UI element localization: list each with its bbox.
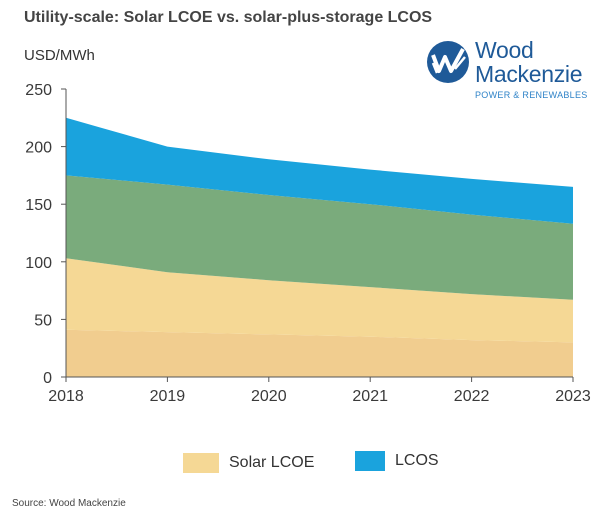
legend-label-solar-lcoe: Solar LCOE (229, 454, 315, 471)
y-tick-label-200: 200 (25, 140, 52, 157)
x-tick-label-2019: 2019 (150, 388, 186, 405)
x-tick-label-2018: 2018 (48, 388, 84, 405)
legend-item-lcos: LCOS (355, 451, 439, 471)
area-band-3 (66, 117, 573, 224)
x-tick-label-2020: 2020 (251, 388, 287, 405)
legend-label-lcos: LCOS (395, 452, 439, 469)
legend-item-solar-lcoe: Solar LCOE (183, 453, 314, 473)
x-tick-label-2023: 2023 (555, 388, 591, 405)
y-tick-label-100: 100 (25, 255, 52, 272)
y-tick-label-250: 250 (25, 82, 52, 99)
y-axis-unit-label: USD/MWh (24, 47, 95, 64)
area-band-0 (66, 329, 573, 377)
area-band-2 (66, 175, 573, 300)
logo-tagline: POWER & RENEWABLES (475, 90, 588, 100)
area-band-1 (66, 258, 573, 343)
source-note: Source: Wood Mackenzie (12, 498, 126, 509)
chart-title: Utility-scale: Solar LCOE vs. solar-plus… (24, 9, 433, 26)
legend-swatch-lcos (355, 451, 385, 471)
wood-mackenzie-emblem-icon (427, 41, 469, 83)
logo-text-mackenzie: Mackenzie (475, 61, 583, 87)
y-tick-label-50: 50 (34, 312, 52, 329)
x-tick-label-2022: 2022 (454, 388, 490, 405)
y-tick-label-0: 0 (43, 370, 52, 387)
legend-swatch-solar-lcoe (183, 453, 219, 473)
x-tick-label-2021: 2021 (352, 388, 388, 405)
logo-text-wood: Wood (475, 37, 534, 63)
y-tick-label-150: 150 (25, 197, 52, 214)
wood-mackenzie-logo: Wood Mackenzie POWER & RENEWABLES (425, 37, 595, 107)
